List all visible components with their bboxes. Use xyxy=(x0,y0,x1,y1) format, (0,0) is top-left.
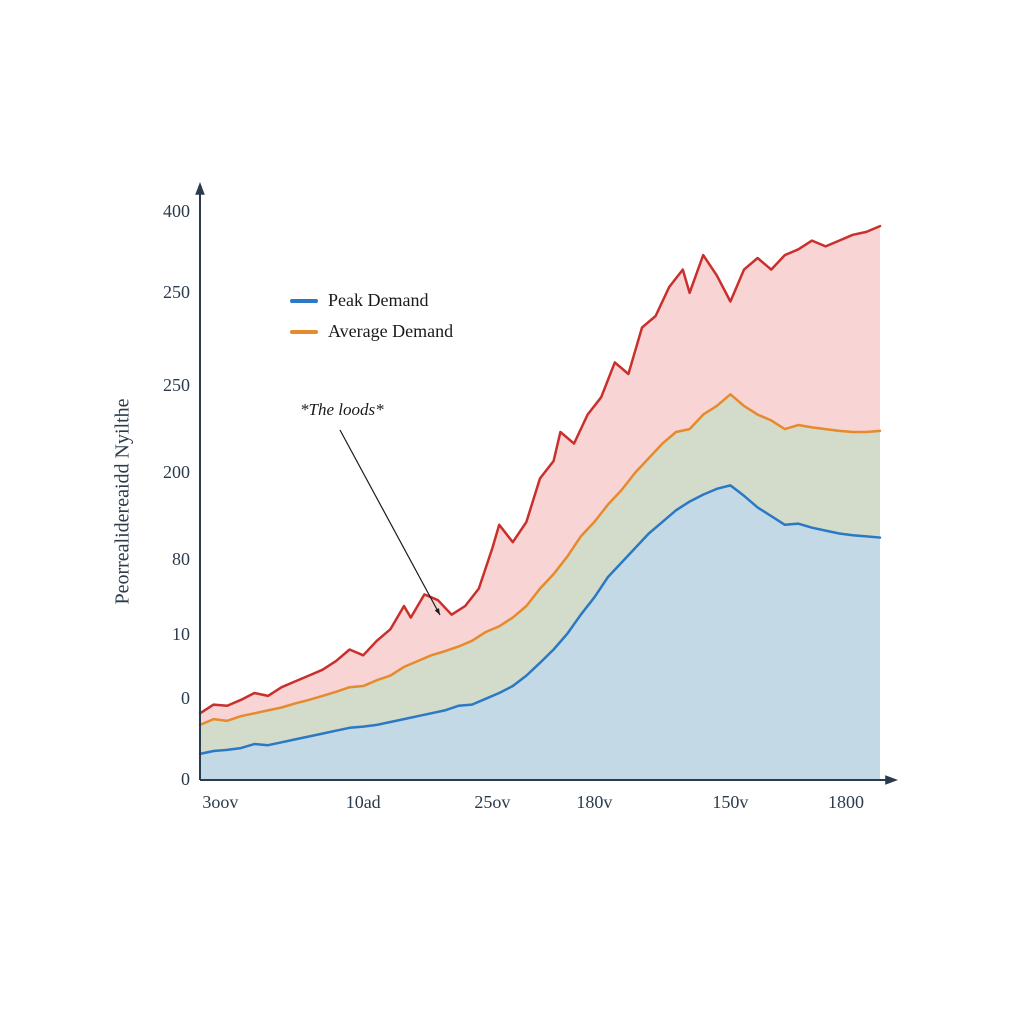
chart-canvas xyxy=(0,0,1024,1024)
demand-chart: Peorrealidereaidd Nyilthe 40025025020080… xyxy=(0,0,1024,1024)
